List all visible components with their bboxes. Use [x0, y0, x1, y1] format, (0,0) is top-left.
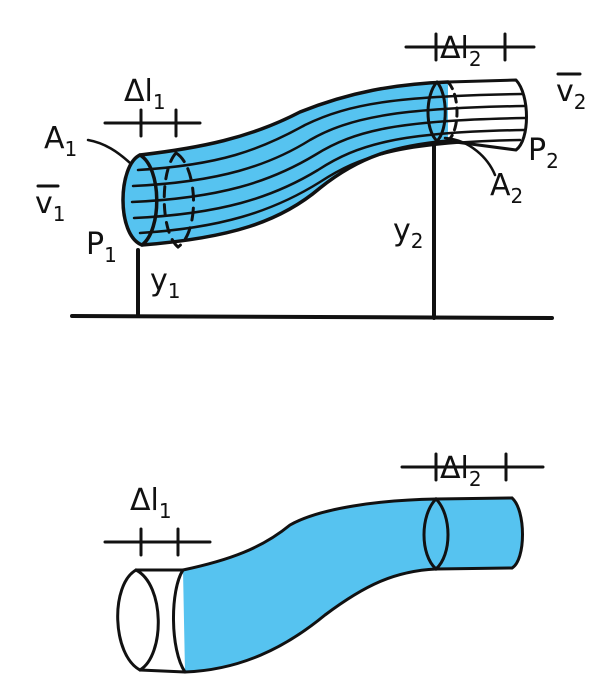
pipe-lower-edge-bottom	[138, 566, 514, 674]
fluid-region-top	[121, 82, 449, 245]
a1-label: A1	[44, 121, 77, 161]
streamline	[132, 128, 526, 220]
bottom-diagram: Δl1 Δl2	[103, 451, 545, 674]
p1-label: P1	[86, 227, 117, 267]
cross-section-a1-dashed-back	[162, 151, 180, 249]
dl1-label-bottom: Δl1	[130, 483, 172, 523]
dl2-label-bottom: Δl2	[440, 451, 482, 491]
streamlines	[130, 92, 527, 235]
v2-label: v2	[556, 72, 587, 114]
pipe-right-end-bottom	[510, 496, 524, 570]
a2-leader	[443, 136, 497, 177]
pipe-tail-top	[446, 78, 528, 152]
pipe-lower-edge-top	[140, 139, 450, 247]
dl2-label: Δl2	[440, 31, 482, 71]
pipe-left-end-bottom	[116, 568, 160, 672]
cross-section-a2-bottom	[422, 496, 450, 571]
svg-text:v1: v1	[35, 186, 66, 226]
cross-section-a1-dashed	[174, 151, 195, 249]
y2-label: y2	[393, 213, 424, 253]
dl2-marker-bottom: Δl2	[400, 451, 545, 491]
a1-leader	[86, 138, 132, 165]
pipe-upper-edge-top	[138, 80, 450, 157]
streamline	[131, 104, 526, 188]
dl1-marker-top: Δl1	[103, 74, 202, 138]
svg-text:v2: v2	[556, 74, 587, 114]
dl1-marker-bottom: Δl1	[103, 483, 212, 557]
v1-label: v1	[35, 184, 66, 226]
streamline	[136, 92, 524, 172]
top-diagram: Δl1 Δl2 A1 A2 v1 v2 P1 P2 y1	[35, 31, 587, 320]
a2-label: A2	[490, 168, 523, 208]
ground-line	[70, 314, 554, 320]
pipe-left-section-line	[172, 568, 187, 674]
dl1-label: Δl1	[124, 74, 166, 114]
y1-label: y1	[150, 263, 181, 303]
p2-label: P2	[528, 133, 559, 173]
cross-section-a2-dashed	[446, 80, 459, 143]
streamline	[138, 138, 522, 235]
pipe-upper-edge-bottom	[134, 496, 514, 572]
dl2-marker-top: Δl2	[404, 31, 536, 71]
streamline	[130, 116, 527, 204]
fluid-region-bottom	[183, 498, 523, 672]
cross-section-a1	[121, 153, 159, 247]
